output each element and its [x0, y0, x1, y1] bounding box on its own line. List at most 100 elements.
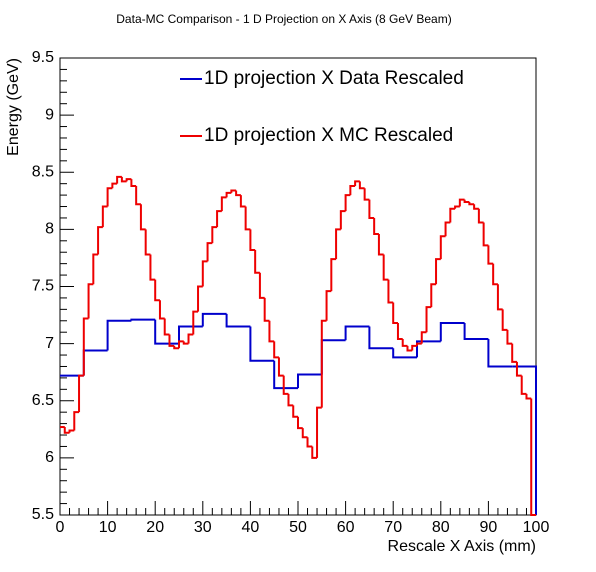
histogram-bin: [339, 210, 346, 230]
histogram-bin: [482, 222, 489, 247]
histogram-bin: [192, 310, 199, 335]
histogram-bin: [216, 210, 222, 228]
histogram-bin: [287, 393, 294, 407]
histogram-bin: [201, 260, 208, 287]
y-tick-label: 7.5: [32, 278, 54, 295]
histogram-bin: [139, 204, 146, 231]
y-tick-label: 9.5: [32, 49, 54, 66]
histogram-bin: [473, 204, 479, 210]
histogram-bin: [297, 373, 322, 389]
histogram-bin: [82, 317, 89, 376]
x-tick-label: 60: [337, 519, 355, 536]
x-tick-label: 10: [99, 519, 117, 536]
histogram-bin: [335, 228, 341, 260]
histogram-bin: [458, 198, 465, 207]
histogram-bin: [173, 345, 179, 350]
histogram-bin: [182, 341, 189, 345]
histogram-bin: [344, 325, 370, 341]
histogram-bin: [368, 326, 394, 350]
legend-label: 1D projection X MC Rescaled: [204, 125, 453, 146]
histogram-bin: [144, 229, 151, 256]
histogram-bin: [254, 249, 260, 274]
x-axis-label: Rescale X Axis (mm): [388, 538, 536, 555]
histogram-bin: [487, 245, 494, 265]
histogram-bin: [439, 322, 465, 342]
histogram-bin: [106, 187, 113, 207]
histogram-bin: [73, 411, 80, 431]
y-tick-label: 8: [45, 221, 54, 238]
histogram-bin: [154, 319, 179, 345]
histogram-bin: [468, 201, 475, 206]
histogram-bin: [163, 318, 170, 336]
histogram-bin: [220, 196, 227, 212]
histogram-bin: [201, 312, 227, 327]
histogram-bin: [130, 318, 156, 321]
histogram-bin: [116, 175, 122, 184]
histogram-bin: [439, 235, 446, 260]
histogram-bin: [320, 319, 327, 408]
x-tick-label: 70: [384, 519, 402, 536]
histogram-bin: [511, 343, 517, 363]
y-tick-label: 6: [45, 449, 54, 466]
histogram-bin: [330, 258, 337, 292]
y-tick-label: 6.5: [32, 392, 54, 409]
histogram-bin: [401, 339, 408, 347]
histogram-bin: [268, 320, 275, 343]
histogram-bin: [63, 427, 70, 434]
histogram-bin: [392, 302, 398, 325]
histogram-bin: [416, 340, 441, 358]
histogram-bin: [292, 405, 298, 418]
histogram-bin: [492, 263, 498, 286]
histogram-bin: [354, 180, 360, 186]
histogram-bin: [420, 331, 427, 344]
histogram-bin: [430, 283, 437, 308]
histogram-bin: [387, 279, 394, 304]
histogram-bin: [306, 437, 313, 448]
histogram-bin: [282, 375, 289, 395]
histogram-bin: [512, 365, 537, 515]
histogram-bin: [168, 334, 175, 347]
histogram-bin: [506, 329, 513, 345]
histogram-bin: [249, 326, 275, 362]
histogram-bin: [435, 258, 441, 285]
histogram-bin: [349, 184, 356, 196]
histogram-bin: [487, 339, 513, 368]
histogram-bin: [111, 182, 118, 189]
histogram-bin: [263, 297, 270, 322]
histogram-bin: [277, 357, 284, 377]
histogram-bin: [368, 199, 375, 219]
x-tick-label: 20: [146, 519, 164, 536]
x-tick-label: 40: [242, 519, 260, 536]
histogram-bin: [520, 375, 527, 395]
y-tick-label: 8.5: [32, 163, 54, 180]
histogram-bin: [106, 319, 132, 351]
x-tick-label: 0: [56, 519, 65, 536]
histogram-bin: [515, 361, 522, 377]
histogram-bin: [244, 206, 251, 231]
histogram-bin: [297, 416, 303, 430]
histogram-bin: [396, 323, 403, 341]
histogram-bin: [97, 226, 103, 255]
histogram-bin: [406, 345, 413, 352]
y-tick-label: 9: [45, 106, 54, 123]
histogram-bin: [454, 205, 460, 209]
histogram-bin: [206, 242, 213, 262]
histogram-bin: [463, 323, 489, 341]
histogram-bin: [187, 333, 194, 344]
histogram-bin: [425, 306, 432, 333]
x-tick-label: 90: [480, 519, 498, 536]
histogram-bin: [373, 217, 379, 235]
histogram-bin: [120, 176, 127, 183]
histogram-bin: [197, 285, 203, 312]
y-tick-label: 5.5: [32, 506, 54, 523]
x-tick-label: 80: [432, 519, 450, 536]
histogram-bin: [477, 208, 484, 224]
histogram-bin: [344, 194, 351, 212]
histogram-bin: [225, 313, 251, 328]
histogram-bin: [235, 190, 241, 197]
histogram-bin: [496, 284, 503, 311]
histogram-bin: [239, 195, 246, 208]
histogram-bin: [135, 185, 141, 206]
histogram-bin: [363, 188, 370, 201]
